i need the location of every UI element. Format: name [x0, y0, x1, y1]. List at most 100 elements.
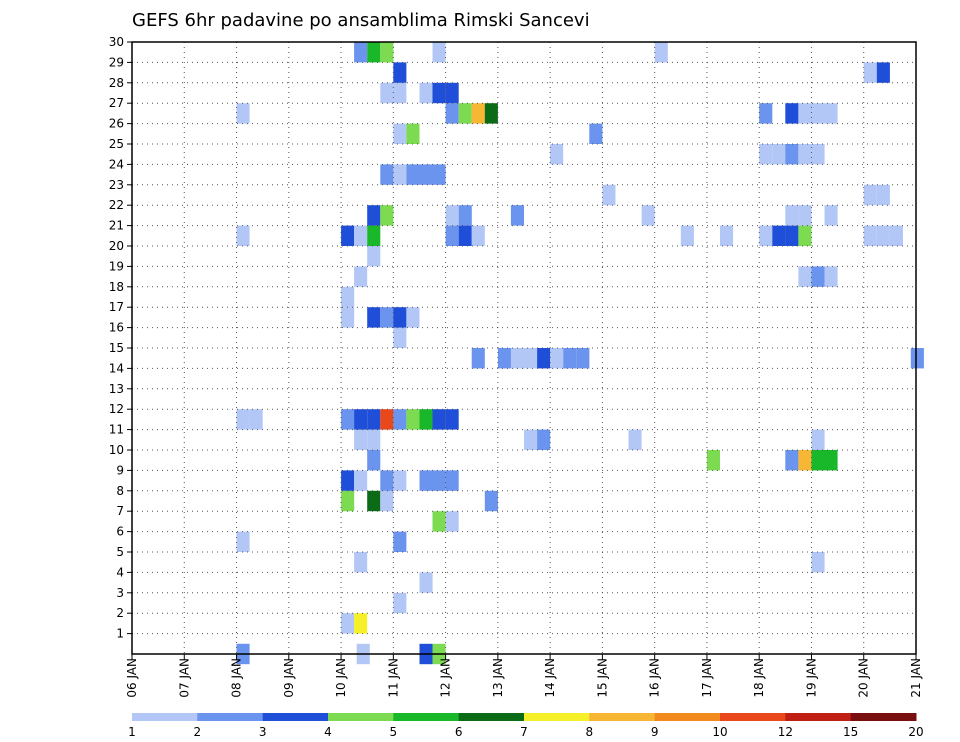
- colorbar-label: 6: [455, 725, 463, 739]
- y-tick-label: 24: [109, 157, 124, 171]
- x-tick-label: 08 JAN: [230, 658, 244, 698]
- heatmap-cell: [354, 409, 368, 430]
- heatmap-cell: [380, 164, 394, 185]
- heatmap-cell: [510, 205, 524, 226]
- colorbar-segment: [850, 713, 917, 721]
- heatmap-cell: [419, 572, 433, 593]
- colorbar-label: 20: [908, 725, 923, 739]
- x-tick-label: 11 JAN: [386, 658, 400, 698]
- heatmap-cell: [458, 103, 472, 124]
- heatmap-cell: [341, 307, 355, 328]
- heatmap-cell: [432, 164, 446, 185]
- heatmap-cell: [824, 103, 838, 124]
- x-tick-label: 13 JAN: [491, 658, 505, 698]
- heatmap-cell: [380, 307, 394, 328]
- heatmap-cell: [419, 82, 433, 104]
- heatmap-cell: [811, 450, 825, 471]
- heatmap-cell: [367, 205, 381, 226]
- heatmap-cell: [393, 470, 407, 491]
- x-tick-label: 10 JAN: [334, 658, 348, 698]
- y-tick-label: 4: [116, 565, 124, 579]
- heatmap-cell: [550, 348, 564, 369]
- heatmap-cell: [563, 348, 577, 369]
- heatmap-cell: [236, 531, 250, 552]
- heatmap-cell: [380, 470, 394, 491]
- colorbar-legend: 1 2 3 4 5 6 7 8 9 10 12 15 20: [128, 713, 924, 739]
- heatmap-cell: [484, 103, 498, 124]
- colorbar-segment: [393, 713, 460, 721]
- heatmap-cell: [393, 62, 407, 83]
- x-tick-label: 12 JAN: [439, 658, 453, 698]
- heatmap-cell: [811, 103, 825, 124]
- y-tick-label: 26: [109, 117, 124, 131]
- heatmap-cell: [367, 246, 381, 267]
- heatmap-cell: [537, 429, 551, 450]
- heatmap-cell: [432, 82, 446, 104]
- heatmap-cell: [876, 62, 890, 83]
- x-axis: 06 JAN 07 JAN 08 JAN 09 JAN 10 JAN 11 JAN 12 J…: [125, 654, 923, 698]
- heatmap-cell: [393, 164, 407, 185]
- y-tick-label: 10: [109, 443, 124, 457]
- heatmap-cell: [406, 307, 420, 328]
- heatmap-cell: [341, 470, 355, 491]
- colorbar-segment: [720, 713, 786, 721]
- heatmap-cell: [380, 409, 394, 430]
- heatmap-cell: [876, 184, 890, 206]
- heatmap-cell: [863, 184, 877, 206]
- heatmap-cell: [785, 225, 799, 246]
- heatmap-cell: [406, 409, 420, 430]
- y-tick-label: 22: [109, 198, 124, 212]
- colorbar-label: 1: [128, 725, 136, 739]
- heatmap-cell: [380, 42, 394, 63]
- heatmap-cell: [458, 205, 472, 226]
- x-tick-label: 07 JAN: [177, 658, 191, 698]
- heatmap-cell: [602, 184, 616, 206]
- colorbar-segment: [197, 713, 264, 721]
- heatmap-cell: [497, 348, 511, 369]
- heatmap-cell: [785, 205, 799, 226]
- heatmap-cell: [380, 205, 394, 226]
- heatmap-cell: [432, 511, 446, 532]
- colorbar-segment: [458, 713, 525, 721]
- y-tick-label: 16: [109, 321, 124, 335]
- x-tick-label: 09 JAN: [282, 658, 296, 698]
- heatmap-cell: [393, 307, 407, 328]
- y-tick-label: 2: [116, 606, 124, 620]
- y-tick-label: 17: [109, 300, 124, 314]
- colorbar-label: 5: [390, 725, 398, 739]
- y-tick-label: 1: [116, 627, 124, 641]
- grid-lines: [132, 41, 916, 654]
- colorbar-label: 7: [520, 725, 528, 739]
- colorbar-label: 12: [778, 725, 793, 739]
- heatmap-cell: [367, 409, 381, 430]
- heatmap-cell: [354, 225, 368, 246]
- heatmap-cell: [367, 42, 381, 63]
- y-tick-label: 18: [109, 280, 124, 294]
- heatmap-cell: [445, 225, 459, 246]
- heatmap-cell: [785, 450, 799, 471]
- x-tick-label: 18 JAN: [752, 658, 766, 698]
- heatmap-cell: [863, 225, 877, 246]
- heatmap-cell: [380, 490, 394, 512]
- heatmap-cell: [341, 490, 355, 512]
- colorbar-label: 8: [586, 725, 594, 739]
- y-tick-label: 21: [109, 219, 124, 233]
- x-tick-label: 06 JAN: [125, 658, 139, 698]
- heatmap-cell: [524, 348, 538, 369]
- heatmap-cell: [641, 205, 655, 226]
- chart-title: GEFS 6hr padavine po ansamblima Rimski S…: [132, 10, 590, 31]
- heatmap-cell: [419, 164, 433, 185]
- heatmap-cell: [510, 348, 524, 369]
- colorbar-segment: [328, 713, 394, 721]
- heatmap-cell: [811, 429, 825, 450]
- heatmap-cell: [863, 62, 877, 83]
- colorbar-label: 3: [259, 725, 267, 739]
- heatmap-cell: [354, 266, 368, 287]
- heatmap-cell: [367, 450, 381, 471]
- heatmap-cell: [524, 429, 538, 450]
- heatmap-cell: [445, 470, 459, 491]
- colorbar-label: 4: [324, 725, 332, 739]
- heatmap-cell: [367, 225, 381, 246]
- heatmap-cell: [406, 123, 420, 144]
- heatmap-cell: [354, 613, 368, 634]
